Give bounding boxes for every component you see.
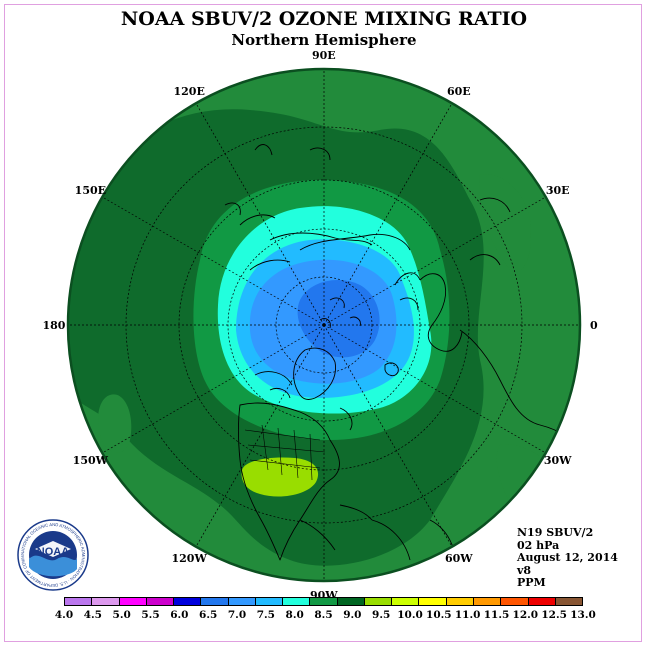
colorbar-tick-label: 5.5 (141, 609, 160, 621)
coast-greenland (293, 347, 336, 400)
info-block: N19 SBUV/2 02 hPa August 12, 2014 v8 PPM (517, 526, 618, 590)
coast-east-asia (224, 144, 331, 216)
colorbar-tick-label: 11.0 (454, 609, 481, 621)
us-state-lines (244, 424, 326, 481)
colorbar-tick-label: 9.5 (372, 609, 391, 621)
colorbar-swatch (528, 598, 556, 605)
colorbar-tick-label: 9.0 (343, 609, 362, 621)
meridian-line (323, 324, 453, 547)
colorbar-swatch (446, 598, 474, 605)
coast-iceland (384, 362, 399, 377)
colorbar-tick-label: 8.0 (285, 609, 304, 621)
colorbar (64, 597, 583, 606)
meridian-line (323, 324, 546, 454)
colorbar-swatch (146, 598, 175, 605)
colorbar-swatch (283, 598, 311, 605)
colorbar-tick-label: 10.5 (426, 609, 452, 621)
colorbar-swatch (65, 598, 93, 605)
longitude-label: 90E (312, 48, 336, 62)
ozone-patch-light-green (98, 394, 132, 453)
units-label: PPM (517, 576, 546, 589)
coast-scandinavia (394, 272, 421, 311)
colorbar-swatch (201, 598, 229, 605)
page-title: NOAA SBUV/2 OZONE MIXING RATIO (120, 8, 528, 30)
colorbar-swatch (419, 598, 447, 605)
longitude-label: 150E (74, 183, 107, 197)
ozone-patch-yellowgreen (241, 457, 319, 497)
meridian-line (195, 324, 325, 547)
coast-europe (419, 273, 463, 352)
version-label: v8 (517, 563, 532, 577)
colorbar-swatch (310, 598, 338, 605)
colorbar-tick-label: 6.5 (199, 609, 218, 621)
longitude-label: 120W (171, 552, 207, 566)
ozone-band-deepblue (297, 280, 380, 358)
colorbar-swatch (473, 598, 502, 605)
coast-siberia (269, 232, 373, 246)
colorbar-swatch (255, 598, 284, 605)
colorbar-swatch (92, 598, 120, 605)
coast-north-america-arctic (254, 371, 353, 431)
map-border (66, 67, 582, 583)
colorbar-ticks: 4.0 4.5 5.0 5.5 6.0 6.5 7.0 7.5 8.0 8.5 9.0 9.5 10.0… (40, 609, 607, 623)
longitude-label: 180 (42, 318, 66, 332)
longitude-label: 60E (447, 84, 471, 98)
colorbar-tick-label: 7.0 (227, 609, 247, 621)
longitude-label: 60W (445, 552, 473, 566)
longitude-label: 120E (173, 84, 205, 98)
coast-asia (239, 214, 411, 271)
page-subtitle: Northern Hemisphere (231, 31, 417, 49)
longitude-label: 30E (545, 183, 570, 197)
longitude-label: 0 (590, 318, 598, 332)
colorbar-tick-label: 8.5 (314, 609, 333, 621)
meridian-line (195, 103, 325, 326)
colorbar-swatch (119, 598, 147, 605)
meridian-line (323, 103, 453, 326)
colorbar-tick-label: 4.0 (54, 609, 74, 621)
logo-text: NOAA (37, 546, 69, 558)
colorbar-swatch (555, 598, 583, 605)
colorbar-tick-label: 12.5 (541, 609, 567, 621)
longitude-label: 30W (543, 453, 572, 467)
colorbar-tick-label: 5.0 (112, 609, 131, 621)
colorbar-tick-label: 12.0 (512, 609, 539, 621)
coast-central-america (299, 504, 373, 551)
colorbar-tick-label: 6.0 (170, 609, 189, 621)
page-frame (4, 4, 642, 642)
pressure-label: 02 hPa (517, 538, 560, 552)
coast-mideast (469, 197, 511, 266)
colorbar-swatch (501, 598, 529, 605)
noaa-logo: NOAA NATIONAL OCEANIC AND ATMOSPHERIC AD… (17, 519, 89, 591)
colorbar-tick-label: 13.0 (570, 609, 596, 621)
colorbar-tick-label: 10.0 (397, 609, 423, 621)
colorbar-swatch (174, 598, 202, 605)
meridian-line (102, 324, 325, 454)
coast-arctic-islands (319, 297, 361, 329)
longitude-label: 150W (72, 453, 108, 467)
colorbar-swatch (392, 598, 420, 605)
satellite-label: N19 SBUV/2 (517, 526, 594, 539)
colorbar-tick-label: 7.5 (256, 609, 275, 621)
meridian-line (102, 196, 325, 326)
ozone-patch-light-green-2 (479, 174, 531, 273)
colorbar-tick-label: 4.5 (83, 609, 102, 621)
colorbar-swatch (337, 598, 365, 605)
date-label: August 12, 2014 (517, 551, 618, 564)
colorbar-swatch (364, 598, 393, 605)
colorbar-tick-label: 11.5 (483, 609, 510, 621)
meridian-line (323, 196, 546, 326)
colorbar-swatch (228, 598, 256, 605)
